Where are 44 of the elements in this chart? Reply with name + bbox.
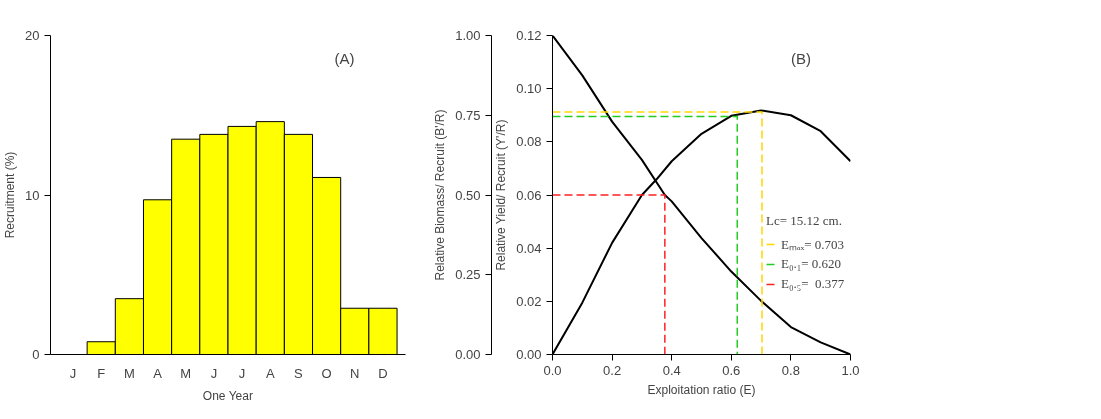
x-tick-label: M xyxy=(180,365,192,381)
x-tick-label: 0.4 xyxy=(662,362,681,378)
x-axis-title: Exploitation ratio (E) xyxy=(647,382,756,397)
y-tick-label: 0.06 xyxy=(516,187,542,203)
y2-tick-label: 1.00 xyxy=(455,28,481,43)
y-tick-label: 10 xyxy=(25,187,40,203)
legend-label: E₀.₅= 0.377 xyxy=(781,276,845,292)
legend-label: Eₘₐₓ= 0.703 xyxy=(781,236,845,253)
x-tick-label: J xyxy=(238,365,246,381)
y-tick-label: 0.12 xyxy=(516,28,542,43)
annotation: (B) xyxy=(790,50,811,68)
x-tick-label: N xyxy=(350,365,360,381)
x-tick-label: 1.0 xyxy=(841,362,860,378)
x-tick-label: D xyxy=(378,365,388,381)
x-tick-label: A xyxy=(265,365,275,381)
x-tick-label: O xyxy=(321,365,332,381)
y-tick-label: 0 xyxy=(32,347,40,362)
x-tick-label: J xyxy=(69,365,77,381)
y-axis-title: Relative Yield/ Recruit (Y'/R) xyxy=(494,119,509,271)
x-tick-label: S xyxy=(294,365,304,381)
y-axis-title: Recruitment (%) xyxy=(3,151,18,239)
x-tick-label: 0.6 xyxy=(722,362,741,378)
y-tick-label: 0.02 xyxy=(516,293,542,309)
x-tick-label: J xyxy=(210,365,218,381)
x-tick-label: 0.0 xyxy=(543,362,562,378)
x-tick-label: 0.2 xyxy=(603,362,622,378)
x-tick-label: 0.8 xyxy=(781,362,800,378)
y-tick-label: 0.08 xyxy=(516,134,542,150)
y2-tick-label: 0.25 xyxy=(455,267,481,283)
y2-tick-label: 0.50 xyxy=(455,187,481,203)
y-tick-label: 0.10 xyxy=(516,81,542,97)
x-tick-label: A xyxy=(153,365,163,381)
y-tick-label: 0.00 xyxy=(516,347,542,362)
x-tick-label: M xyxy=(123,365,135,381)
y2-axis-title: Relative Biomass/ Recruit (B'/R) xyxy=(433,109,448,281)
y-tick-label: 0.04 xyxy=(516,240,542,256)
y2-tick-label: 0.75 xyxy=(455,107,481,123)
y-tick-label: 20 xyxy=(25,28,40,43)
legend-title: Lc= 15.12 cm. xyxy=(766,213,843,229)
x-axis-title: One Year xyxy=(202,388,253,403)
y2-tick-label: 0.00 xyxy=(455,347,481,362)
x-tick-label: F xyxy=(97,365,106,381)
annotation: (A) xyxy=(334,50,355,68)
legend-label: E₀.₁= 0.620 xyxy=(781,256,842,272)
